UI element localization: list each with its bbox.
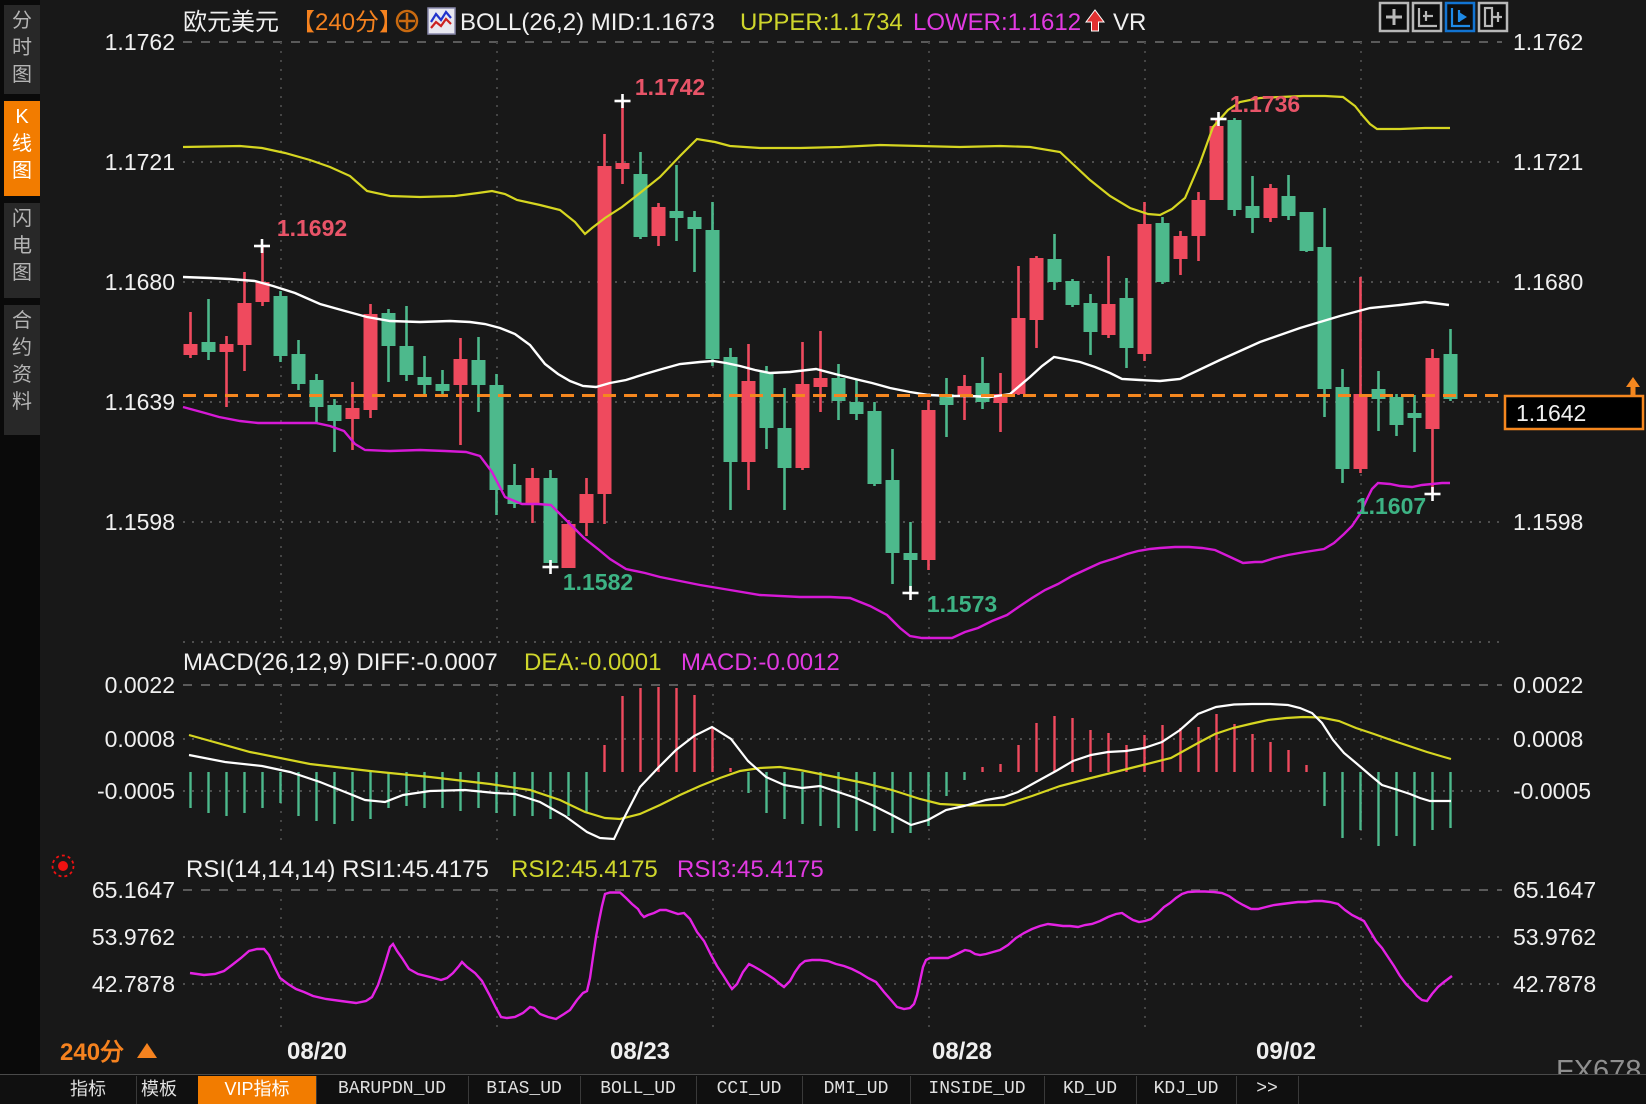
svg-text:MACD:-0.0012: MACD:-0.0012 [681,649,840,676]
svg-text:RSI(14,14,14) RSI1:45.4175: RSI(14,14,14) RSI1:45.4175 [186,856,489,883]
svg-text:08/28: 08/28 [932,1038,992,1065]
svg-text:53.9762: 53.9762 [92,924,175,950]
svg-text:240分: 240分 [60,1039,124,1066]
svg-text:1.1742: 1.1742 [635,74,705,100]
svg-text:RSI2:45.4175: RSI2:45.4175 [511,856,658,883]
svg-text:0.0008: 0.0008 [105,726,175,752]
svg-text:LOWER:1.1612: LOWER:1.1612 [913,9,1081,36]
svg-text:【240分】: 【240分】 [291,9,403,36]
svg-text:MACD(26,12,9) DIFF:-0.0007: MACD(26,12,9) DIFF:-0.0007 [183,649,498,676]
svg-text:1.1721: 1.1721 [1513,149,1583,175]
svg-text:1.1762: 1.1762 [1513,29,1583,55]
svg-text:1.1680: 1.1680 [105,269,175,295]
svg-text:1.1598: 1.1598 [105,509,175,535]
svg-text:53.9762: 53.9762 [1513,924,1596,950]
svg-text:1.1680: 1.1680 [1513,269,1583,295]
svg-text:1.1736: 1.1736 [1230,91,1300,117]
svg-text:1.1642: 1.1642 [1516,400,1586,426]
svg-text:08/20: 08/20 [287,1038,347,1065]
svg-text:0.0022: 0.0022 [105,672,175,698]
svg-text:1.1721: 1.1721 [105,149,175,175]
svg-text:1.1607: 1.1607 [1356,493,1426,519]
svg-text:0.0008: 0.0008 [1513,726,1583,752]
svg-text:VR: VR [1113,9,1146,36]
svg-text:UPPER:1.1734: UPPER:1.1734 [740,9,903,36]
svg-text:1.1573: 1.1573 [927,591,997,617]
svg-text:65.1647: 65.1647 [92,877,175,903]
svg-text:09/02: 09/02 [1256,1038,1316,1065]
svg-text:42.7878: 42.7878 [1513,971,1596,997]
svg-text:1.1598: 1.1598 [1513,509,1583,535]
svg-text:-0.0005: -0.0005 [97,778,175,804]
svg-text:42.7878: 42.7878 [92,971,175,997]
svg-text:1.1762: 1.1762 [105,29,175,55]
svg-text:-0.0005: -0.0005 [1513,778,1591,804]
svg-text:65.1647: 65.1647 [1513,877,1596,903]
svg-text:08/23: 08/23 [610,1038,670,1065]
svg-text:0.0022: 0.0022 [1513,672,1583,698]
svg-text:1.1639: 1.1639 [105,389,175,415]
svg-text:RSI3:45.4175: RSI3:45.4175 [677,856,824,883]
svg-text:1.1582: 1.1582 [563,569,633,595]
svg-text:BOLL(26,2) MID:1.1673: BOLL(26,2) MID:1.1673 [460,9,715,36]
svg-text:1.1692: 1.1692 [277,215,347,241]
svg-text:欧元美元: 欧元美元 [183,9,279,36]
svg-text:DEA:-0.0001: DEA:-0.0001 [524,649,661,676]
